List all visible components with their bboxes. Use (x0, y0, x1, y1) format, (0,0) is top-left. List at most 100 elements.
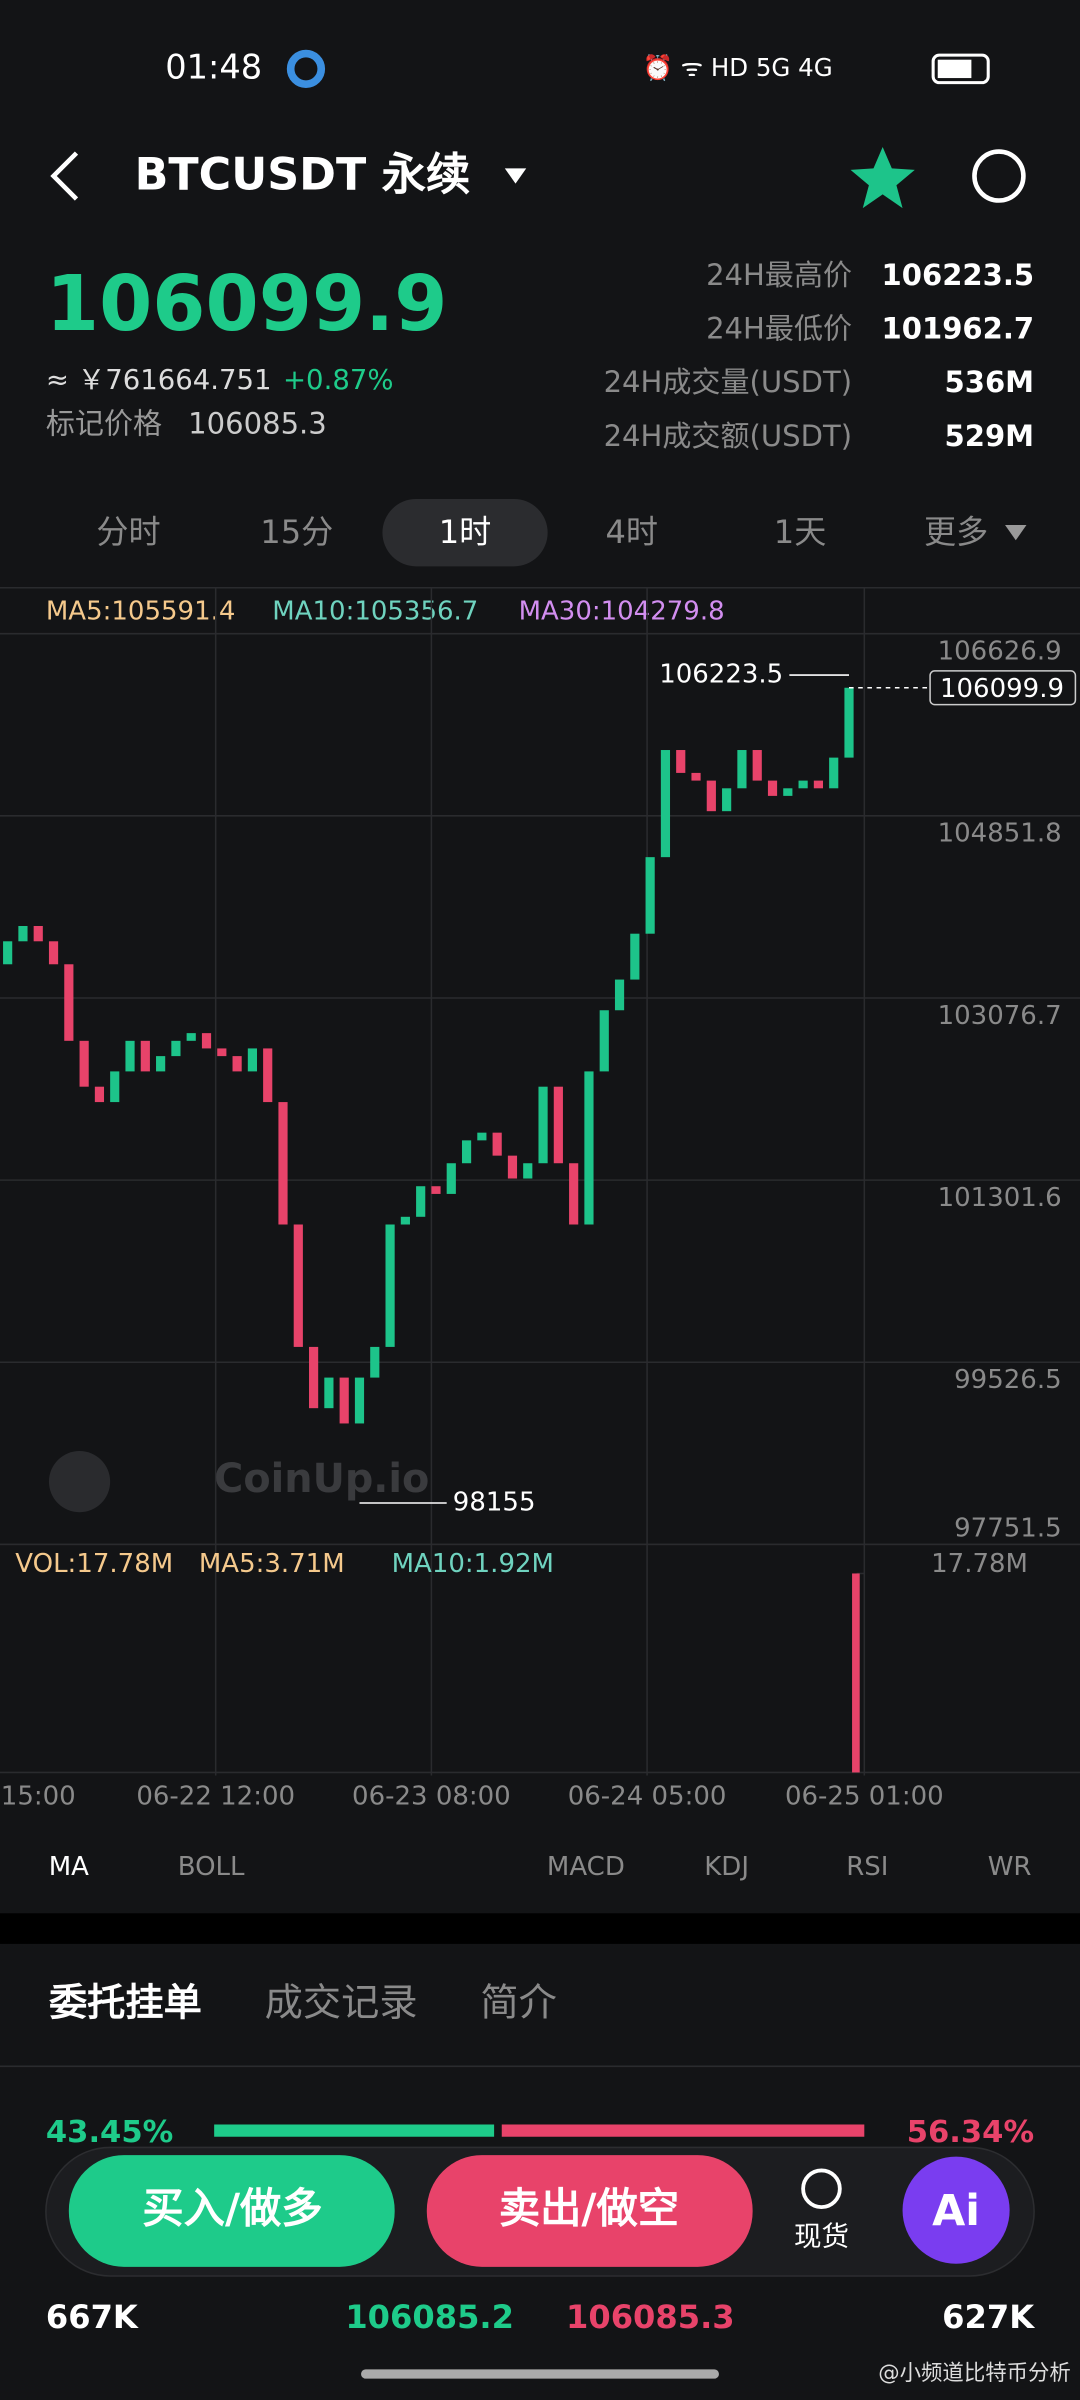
ma-label: MA30:104279.8 (519, 597, 725, 627)
buy-pct: 43.45% (46, 2115, 173, 2150)
ai-label[interactable]: Ai (932, 2186, 980, 2236)
bid: 106085.2 (345, 2298, 514, 2336)
x-tick-label: 06-24 05:00 (568, 1781, 727, 1811)
candle (553, 1086, 563, 1164)
interval-tab[interactable]: 1天 (774, 513, 827, 551)
volume-bar (852, 1573, 860, 1773)
battery (931, 53, 990, 85)
ask: 106085.3 (566, 2298, 735, 2336)
candle (507, 1155, 518, 1179)
candle (584, 1071, 594, 1225)
interval-tab[interactable]: 更多 (924, 513, 988, 551)
intervals: 分时 15分 1时 4时 1天 更多 (96, 513, 988, 551)
candle (523, 1163, 533, 1179)
stat-value: 536M (945, 365, 1035, 399)
candle (660, 750, 671, 858)
stat-value: 106223.5 (882, 258, 1035, 292)
candle (783, 788, 793, 796)
candle (446, 1163, 456, 1194)
watermark: CoinUp.io (214, 1456, 429, 1502)
y-tick-label: 106626.9 (938, 637, 1062, 667)
ma-legend: MA5:105591.4 MA10:105356.7 MA30:104279.8 (46, 597, 725, 627)
candle (798, 780, 808, 789)
indicators: MA BOLL MACD KDJ RSI WR (49, 1852, 1032, 1882)
footer-watermark: @小频道比特币分析 (878, 2361, 1071, 2386)
status-icons: ⏰ ᯤ HD 5G 4G (642, 53, 832, 82)
candle (263, 1048, 273, 1103)
volume-label: MA5:3.71M (199, 1549, 345, 1579)
volume-label: VOL:17.78M (15, 1549, 173, 1579)
more-arrow[interactable] (1005, 525, 1027, 541)
section-tab[interactable]: 成交记录 (265, 1981, 418, 2026)
back-button[interactable] (50, 151, 79, 201)
candle (477, 1132, 487, 1141)
candle (140, 1040, 150, 1072)
sell-ratio-bar (501, 2124, 865, 2137)
buy-ratio-bar (214, 2124, 495, 2137)
candle (752, 750, 762, 781)
x-tick-label: 06-23 08:00 (352, 1781, 511, 1811)
interval-tab[interactable]: 分时 (96, 513, 160, 551)
candle (431, 1186, 441, 1194)
interval-tab[interactable]: 1时 (439, 513, 492, 551)
candle (3, 941, 13, 965)
y-tick-label: 101301.6 (938, 1183, 1062, 1213)
candle (217, 1048, 227, 1057)
volume-tick-label: 17.78M (931, 1549, 1028, 1579)
indicator-tab[interactable]: MACD (547, 1852, 625, 1882)
x-tick-label: 06-25 01:00 (785, 1781, 944, 1811)
spot-icon[interactable] (801, 2168, 842, 2210)
indicator-tab[interactable]: BOLL (178, 1852, 245, 1882)
stats: 24H最高价 106223.5 24H最低价 101962.7 24H成交量(USDT)… (604, 258, 1035, 453)
candle (461, 1140, 472, 1164)
cny-price: ≈ ￥761664.751 (46, 364, 272, 396)
spot-label[interactable]: 现货 (794, 2221, 849, 2253)
candle (385, 1224, 395, 1347)
fullscreen-button[interactable] (48, 1451, 111, 1513)
candle (538, 1086, 548, 1164)
candle (125, 1040, 135, 1072)
symbol-title[interactable]: BTCUSDT 永续 (135, 150, 471, 201)
candle (324, 1377, 334, 1409)
interval-tab[interactable]: 15分 (260, 513, 333, 551)
candle (492, 1132, 502, 1156)
buy-button[interactable] (68, 2155, 395, 2267)
section-tab[interactable]: 简介 (480, 1981, 556, 2026)
interval-tab[interactable]: 4时 (606, 513, 659, 551)
candle (737, 750, 747, 789)
tabs: 委托挂单 成交记录 简介 (49, 1981, 557, 2026)
buy-label[interactable]: 买入/做多 (142, 2185, 322, 2233)
y-tick-label: 104851.8 (938, 819, 1062, 849)
share-button[interactable] (972, 149, 1026, 203)
mark-label: 标记价格 (46, 407, 162, 441)
y-tick-label: 103076.7 (938, 1001, 1062, 1031)
candle (201, 1033, 212, 1049)
indicator-tab[interactable]: RSI (846, 1852, 888, 1882)
stat-label: 24H成交额(USDT) (604, 419, 852, 453)
indicator-tab[interactable]: KDJ (704, 1852, 749, 1882)
candle (309, 1346, 319, 1409)
candle (339, 1377, 349, 1424)
candle (186, 1033, 196, 1041)
sell-pct: 56.34% (907, 2115, 1034, 2150)
candle (844, 687, 854, 758)
ai-button[interactable] (902, 2156, 1010, 2264)
sell-label[interactable]: 卖出/做空 (499, 2185, 679, 2233)
section-gap (0, 1913, 1080, 1944)
candle (676, 750, 686, 773)
candle (18, 926, 28, 942)
indicator-tab[interactable]: MA (49, 1852, 89, 1882)
candle (645, 857, 655, 934)
candle (171, 1040, 181, 1057)
section-tab[interactable]: 委托挂单 (49, 1981, 202, 2026)
dropdown-arrow[interactable] (504, 168, 527, 184)
indicator-tab[interactable]: WR (988, 1852, 1032, 1882)
sell-button[interactable] (426, 2155, 753, 2267)
stat-value: 529M (945, 419, 1035, 453)
status-icon (286, 49, 326, 89)
favorite-star[interactable] (850, 146, 915, 209)
volume-label: MA10:1.92M (392, 1549, 554, 1579)
candle (767, 780, 778, 796)
stat-label: 24H成交量(USDT) (604, 365, 852, 399)
